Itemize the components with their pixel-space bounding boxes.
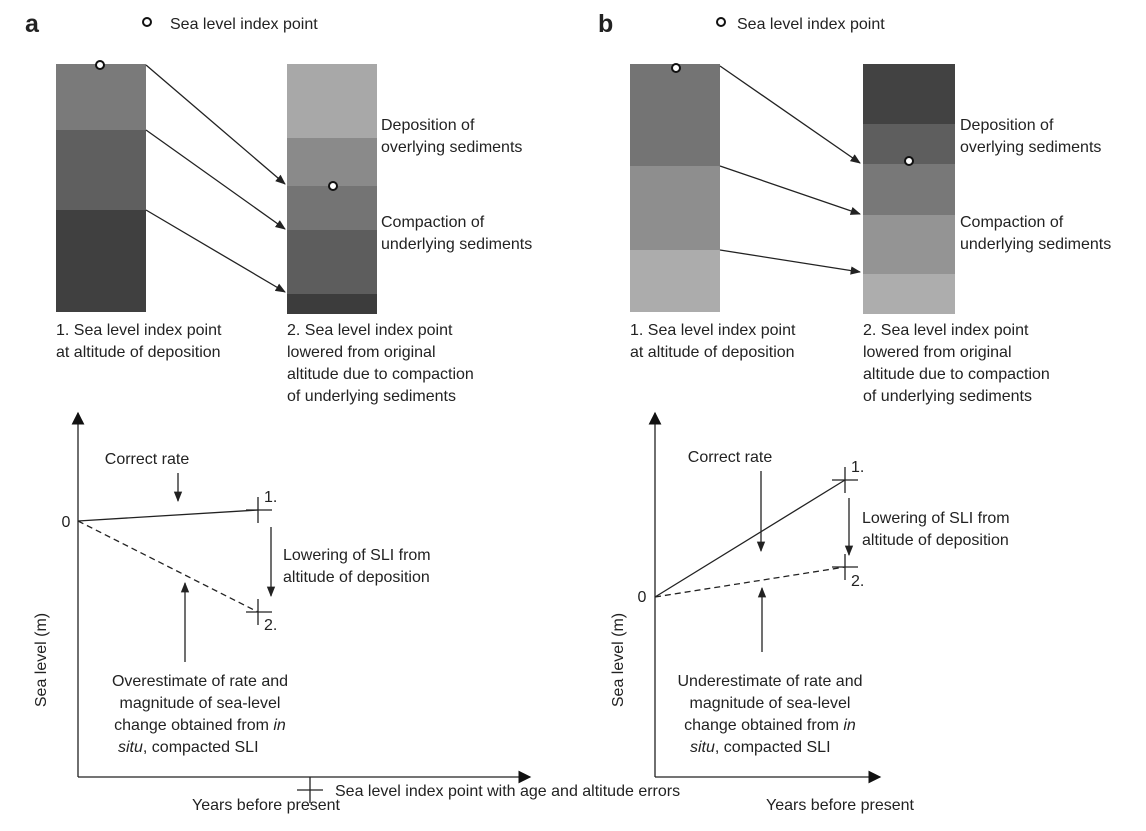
column-2	[287, 64, 377, 314]
panel-b: b Sea level index point Deposition of ov…	[598, 10, 1111, 814]
text-part: situ	[690, 739, 715, 756]
caption: of underlying sediments	[287, 388, 456, 405]
panel-label: b	[598, 10, 613, 38]
y-axis-label: Sea level (m)	[610, 613, 627, 707]
caption: altitude due to compaction	[863, 366, 1050, 383]
text-part: , compacted SLI	[143, 739, 259, 756]
legend-marker	[716, 17, 726, 27]
caption: lowered from original	[863, 344, 1012, 361]
annotation: Correct rate	[688, 449, 773, 466]
arrow	[719, 249, 862, 275]
panel-a: a Sea level index point Deposition of ov…	[25, 10, 532, 814]
annotation: underlying sediments	[960, 236, 1111, 253]
caption: 2. Sea level index point	[863, 322, 1029, 339]
annotation: Deposition of	[960, 117, 1054, 134]
caption: at altitude of deposition	[630, 344, 795, 361]
panel-label: a	[25, 10, 40, 38]
x-axis-label: Years before present	[766, 797, 915, 814]
axis-zero: 0	[62, 514, 71, 531]
annotation: overlying sediments	[381, 139, 522, 156]
column-1	[56, 60, 146, 312]
graph: 0 1. 2. Correct rate Lowering of SLI fro…	[33, 411, 532, 814]
annotation: Underestimate of rate and	[678, 673, 863, 690]
axis-zero: 0	[638, 589, 647, 606]
arrow	[145, 64, 286, 185]
annotation: Overestimate of rate and	[112, 673, 288, 690]
legend-text: Sea level index point	[170, 16, 318, 33]
caption: of underlying sediments	[863, 388, 1032, 405]
point-label: 2.	[264, 617, 277, 634]
column-2	[863, 64, 955, 314]
caption: lowered from original	[287, 344, 436, 361]
text-part: change obtained from	[684, 717, 843, 734]
annotation: Compaction of	[381, 214, 485, 231]
text-part: in	[843, 717, 856, 734]
annotation: Lowering of SLI from	[862, 510, 1010, 527]
annotation: overlying sediments	[960, 139, 1101, 156]
arrow	[145, 209, 286, 293]
legend-marker	[142, 17, 152, 27]
text-part: situ	[118, 739, 143, 756]
text-part: , compacted SLI	[715, 739, 831, 756]
point-label: 1.	[851, 459, 864, 476]
annotation: change obtained from in	[684, 717, 856, 734]
y-axis-label: Sea level (m)	[33, 613, 50, 707]
x-axis-label: Years before present	[192, 797, 341, 814]
point-label: 2.	[851, 573, 864, 590]
caption: 1. Sea level index point	[630, 322, 796, 339]
annotation: situ, compacted SLI	[690, 739, 831, 756]
annotation: Lowering of SLI from	[283, 547, 431, 564]
caption: altitude due to compaction	[287, 366, 474, 383]
annotation: Compaction of	[960, 214, 1064, 231]
annotation: altitude of deposition	[283, 569, 430, 586]
legend-text: Sea level index point with age and altit…	[335, 783, 680, 800]
column-1	[630, 63, 720, 312]
footer-legend: Sea level index point with age and altit…	[297, 777, 680, 803]
annotation: altitude of deposition	[862, 532, 1009, 549]
point-label: 1.	[264, 489, 277, 506]
legend-text: Sea level index point	[737, 16, 885, 33]
graph: 0 1. 2. Correct rate Lowering of SLI fro…	[610, 411, 1010, 814]
text-part: change obtained from	[114, 717, 273, 734]
annotation: Correct rate	[105, 451, 190, 468]
annotation: Deposition of	[381, 117, 475, 134]
arrow	[719, 65, 861, 164]
text-part: in	[273, 717, 286, 734]
arrow	[145, 129, 286, 230]
annotation: magnitude of sea-level	[120, 695, 281, 712]
caption: at altitude of deposition	[56, 344, 221, 361]
annotation: magnitude of sea-level	[690, 695, 851, 712]
annotation: underlying sediments	[381, 236, 532, 253]
caption: 2. Sea level index point	[287, 322, 453, 339]
annotation: situ, compacted SLI	[118, 739, 259, 756]
caption: 1. Sea level index point	[56, 322, 222, 339]
annotation: change obtained from in	[114, 717, 286, 734]
arrow	[719, 165, 861, 215]
